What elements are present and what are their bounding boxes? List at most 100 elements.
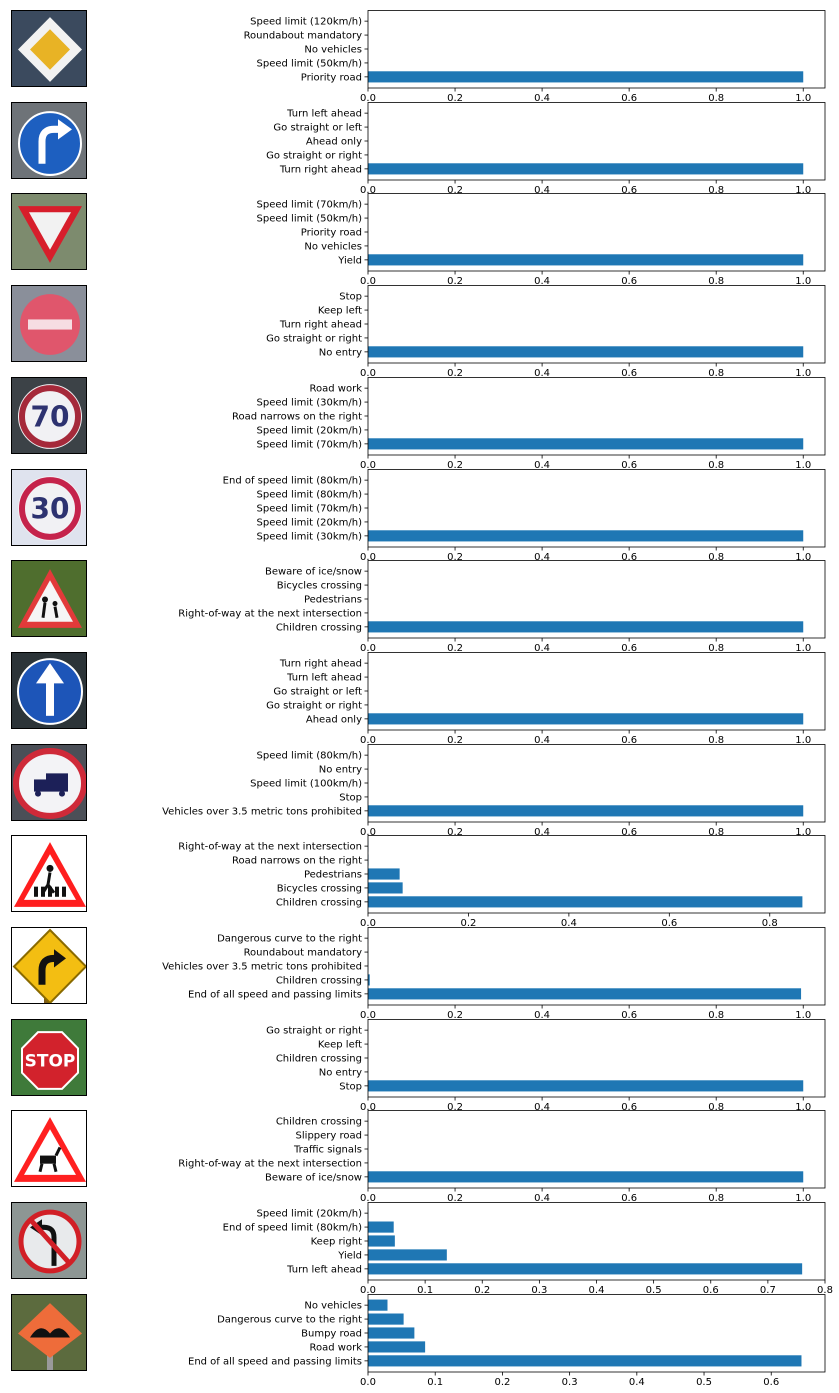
category-label: Pedestrians — [304, 595, 362, 606]
category-label: Stop — [339, 1081, 362, 1092]
category-label: Priority road — [301, 72, 362, 83]
x-tick-label: 0.0 — [360, 918, 376, 927]
x-tick-label: 0.1 — [427, 1377, 443, 1386]
probability-bar — [368, 346, 804, 358]
sign-number-text: 30 — [31, 492, 70, 525]
category-label: Children crossing — [276, 1054, 362, 1065]
category-label: Keep left — [318, 306, 362, 317]
ahead-only-sign-icon — [12, 653, 86, 728]
category-label: Bumpy road — [301, 1329, 362, 1340]
plot-frame — [367, 927, 826, 1006]
x-tick-label: 0.6 — [621, 93, 637, 102]
stop-sign-image: STOP — [11, 1019, 87, 1096]
probability-bar — [368, 896, 803, 908]
category-label: Slippery road — [296, 1131, 362, 1142]
x-tick-label: 0.0 — [360, 185, 376, 194]
top5-probability-chart: End of all speed and passing limits Road … — [188, 1294, 826, 1386]
bumpy-road-sign-icon — [12, 1295, 86, 1370]
turn-right-ahead-sign-image — [11, 102, 87, 179]
top5-probability-chart: Speed limit (70km/h) Speed limit (20km/h)… — [232, 377, 826, 469]
category-label: Children crossing — [276, 897, 362, 908]
top5-probability-chart: Priority road Speed limit (50km/h) No vehi… — [244, 10, 826, 102]
bumpy-road-sign-image — [11, 1294, 87, 1371]
x-tick-label: 1.0 — [795, 1102, 811, 1111]
top5-probability-chart: No entry Go straight or right Turn right a… — [266, 285, 826, 377]
category-label: Speed limit (120km/h) — [250, 17, 362, 28]
x-tick-label: 1.0 — [795, 643, 811, 652]
x-tick-label: 0.3 — [562, 1377, 578, 1386]
plot-frame — [367, 377, 826, 456]
truck-prohibited-sign-image — [11, 744, 87, 821]
category-label: End of speed limit (80km/h) — [223, 1223, 362, 1234]
x-tick-label: 0.6 — [621, 643, 637, 652]
x-tick-label: 1.0 — [795, 552, 811, 561]
plot-frame — [367, 1202, 826, 1281]
plot-frame — [367, 1110, 826, 1189]
x-tick-label: 0.8 — [762, 918, 778, 927]
x-tick-label: 1.0 — [795, 827, 811, 836]
turn-right-ahead-sign-icon — [12, 103, 86, 178]
x-tick-label: 1.0 — [795, 93, 811, 102]
x-tick-label: 0.4 — [534, 460, 550, 469]
x-tick-label: 0.0 — [360, 1010, 376, 1019]
category-label: Yield — [337, 1251, 362, 1262]
priority-road-sign-image — [11, 10, 87, 87]
x-tick-label: 0.2 — [447, 1193, 463, 1202]
probability-bar — [368, 1249, 447, 1261]
category-label: Dangerous curve to the right — [217, 934, 362, 945]
x-tick-label: 1.0 — [795, 1010, 811, 1019]
x-tick-label: 0.0 — [360, 735, 376, 744]
x-tick-label: 0.0 — [360, 643, 376, 652]
probability-bar — [368, 974, 370, 986]
probability-bar — [368, 1263, 803, 1275]
category-label: Turn right ahead — [279, 320, 362, 331]
x-tick-label: 0.5 — [696, 1377, 712, 1386]
category-label: Roundabout mandatory — [244, 948, 363, 959]
probability-bar — [368, 1235, 395, 1247]
curve-right-sign-icon — [12, 928, 86, 1003]
x-tick-label: 0.2 — [447, 735, 463, 744]
plot-frame — [367, 744, 826, 823]
top5-probability-chart: Speed limit (30km/h) Speed limit (20km/h)… — [223, 469, 826, 561]
yield-sign-image — [11, 193, 87, 270]
probability-bar — [368, 71, 804, 83]
probability-bar — [368, 868, 400, 880]
x-tick-label: 0.4 — [534, 368, 550, 377]
x-tick-label: 0.4 — [589, 1285, 605, 1294]
category-label: Beware of ice/snow — [265, 1172, 362, 1183]
x-tick-label: 0.0 — [360, 1102, 376, 1111]
category-label: Speed limit (70km/h) — [257, 439, 363, 450]
x-tick-label: 0.2 — [447, 827, 463, 836]
category-label: Road narrows on the right — [232, 856, 362, 867]
x-tick-label: 0.4 — [534, 185, 550, 194]
x-tick-label: 1.0 — [795, 276, 811, 285]
x-tick-label: 0.6 — [621, 735, 637, 744]
category-label: End of all speed and passing limits — [188, 1356, 362, 1367]
x-tick-label: 0.0 — [360, 1193, 376, 1202]
category-label: Speed limit (30km/h) — [257, 531, 363, 542]
category-label: Speed limit (20km/h) — [257, 518, 363, 529]
x-tick-label: 0.8 — [708, 735, 724, 744]
x-tick-label: 0.6 — [621, 552, 637, 561]
x-tick-label: 0.8 — [708, 368, 724, 377]
category-label: No entry — [319, 347, 362, 358]
deer-crossing-sign-icon — [12, 1111, 86, 1186]
top5-probability-chart: Children crossing Bicycles crossing Pedest… — [178, 835, 826, 927]
category-label: Go straight or right — [266, 334, 362, 345]
x-tick-label: 0.4 — [534, 276, 550, 285]
speed-limit-70-sign-image: 70 — [11, 377, 87, 454]
category-label: No entry — [319, 765, 362, 776]
x-tick-label: 0.8 — [708, 460, 724, 469]
top5-probability-chart: Stop No entry Children crossing Keep left Go… — [266, 1019, 826, 1111]
truck-prohibited-sign-icon — [12, 745, 86, 820]
plot-frame — [367, 560, 826, 639]
x-tick-label: 0.2 — [447, 185, 463, 194]
probability-bar — [368, 1355, 802, 1367]
probability-bar — [368, 1080, 804, 1092]
category-label: Bicycles crossing — [277, 884, 362, 895]
probability-bar — [368, 621, 804, 633]
category-label: Keep left — [318, 1040, 362, 1051]
category-label: Vehicles over 3.5 metric tons prohibited — [162, 806, 362, 817]
category-label: Speed limit (20km/h) — [257, 426, 363, 437]
x-tick-label: 0.4 — [534, 93, 550, 102]
